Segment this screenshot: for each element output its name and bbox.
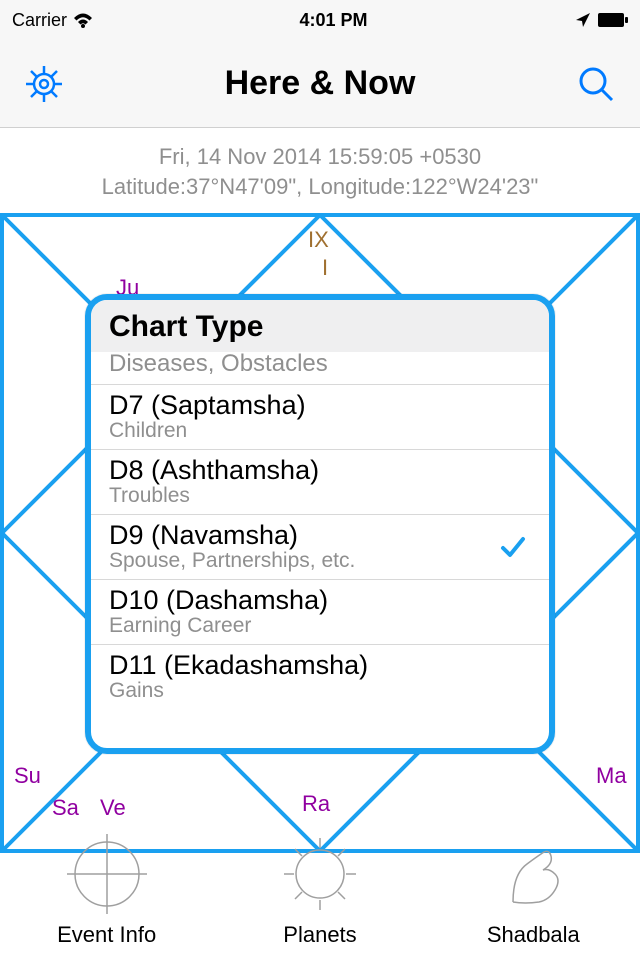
check-icon [499,533,527,561]
nav-bar: Here & Now [0,40,640,128]
wifi-icon [73,10,93,30]
status-time: 4:01 PM [299,10,367,31]
battery-icon [598,13,628,27]
carrier-text: Carrier [12,10,67,31]
gear-icon[interactable] [22,62,66,106]
status-bar: Carrier 4:01 PM [0,0,640,40]
list-item[interactable]: D11 (Ekadashamsha) Gains [91,645,549,709]
planet-ve: Ve [100,795,126,821]
date-line: Fri, 14 Nov 2014 15:59:05 +0530 [0,142,640,172]
item-title: D7 (Saptamsha) [109,390,531,421]
tab-label: Event Info [57,922,156,948]
planet-ma: Ma [596,763,627,789]
item-title: D9 (Navamsha) [109,520,531,551]
item-sub: Children [109,419,531,443]
list-item[interactable]: D10 (Dashamsha) Earning Career [91,580,549,645]
house-label-i: I [322,255,328,281]
tab-label: Shadbala [487,922,580,948]
location-icon [574,11,592,29]
item-sub: Gains [109,679,531,703]
list-item[interactable]: D8 (Ashthamsha) Troubles [91,450,549,515]
tab-label: Planets [283,922,356,948]
list-item[interactable]: Diseases, Obstacles [91,352,549,385]
location-line: Latitude:37°N47'09", Longitude:122°W24'2… [0,172,640,202]
status-right [574,11,628,29]
popup-header: Chart Type [91,300,549,352]
tab-planets[interactable]: Planets [220,834,420,948]
event-info-text: Fri, 14 Nov 2014 15:59:05 +0530 Latitude… [0,128,640,213]
crosshair-icon [67,834,147,914]
list-item[interactable]: D7 (Saptamsha) Children [91,385,549,450]
tab-bar: Event Info Planets Shadbala [0,842,640,960]
popup-list[interactable]: Diseases, Obstacles D7 (Saptamsha) Child… [91,352,549,709]
page-title: Here & Now [225,64,416,103]
status-left: Carrier [12,10,93,31]
item-sub: Earning Career [109,614,531,638]
item-title: D8 (Ashthamsha) [109,455,531,486]
sun-icon [280,834,360,914]
tab-event-info[interactable]: Event Info [7,834,207,948]
planet-ra: Ra [302,791,330,817]
item-title: D10 (Dashamsha) [109,585,531,616]
search-icon[interactable] [574,62,618,106]
item-sub: Spouse, Partnerships, etc. [109,549,531,573]
chart-type-popup: Chart Type Diseases, Obstacles D7 (Sapta… [85,294,555,754]
item-sub: Diseases, Obstacles [109,352,531,378]
planet-su: Su [14,763,41,789]
strength-icon [493,834,573,914]
planet-sa: Sa [52,795,79,821]
item-sub: Troubles [109,484,531,508]
tab-shadbala[interactable]: Shadbala [433,834,633,948]
list-item[interactable]: D9 (Navamsha) Spouse, Partnerships, etc. [91,515,549,580]
item-title: D11 (Ekadashamsha) [109,650,531,681]
house-label-ix: IX [308,227,329,253]
